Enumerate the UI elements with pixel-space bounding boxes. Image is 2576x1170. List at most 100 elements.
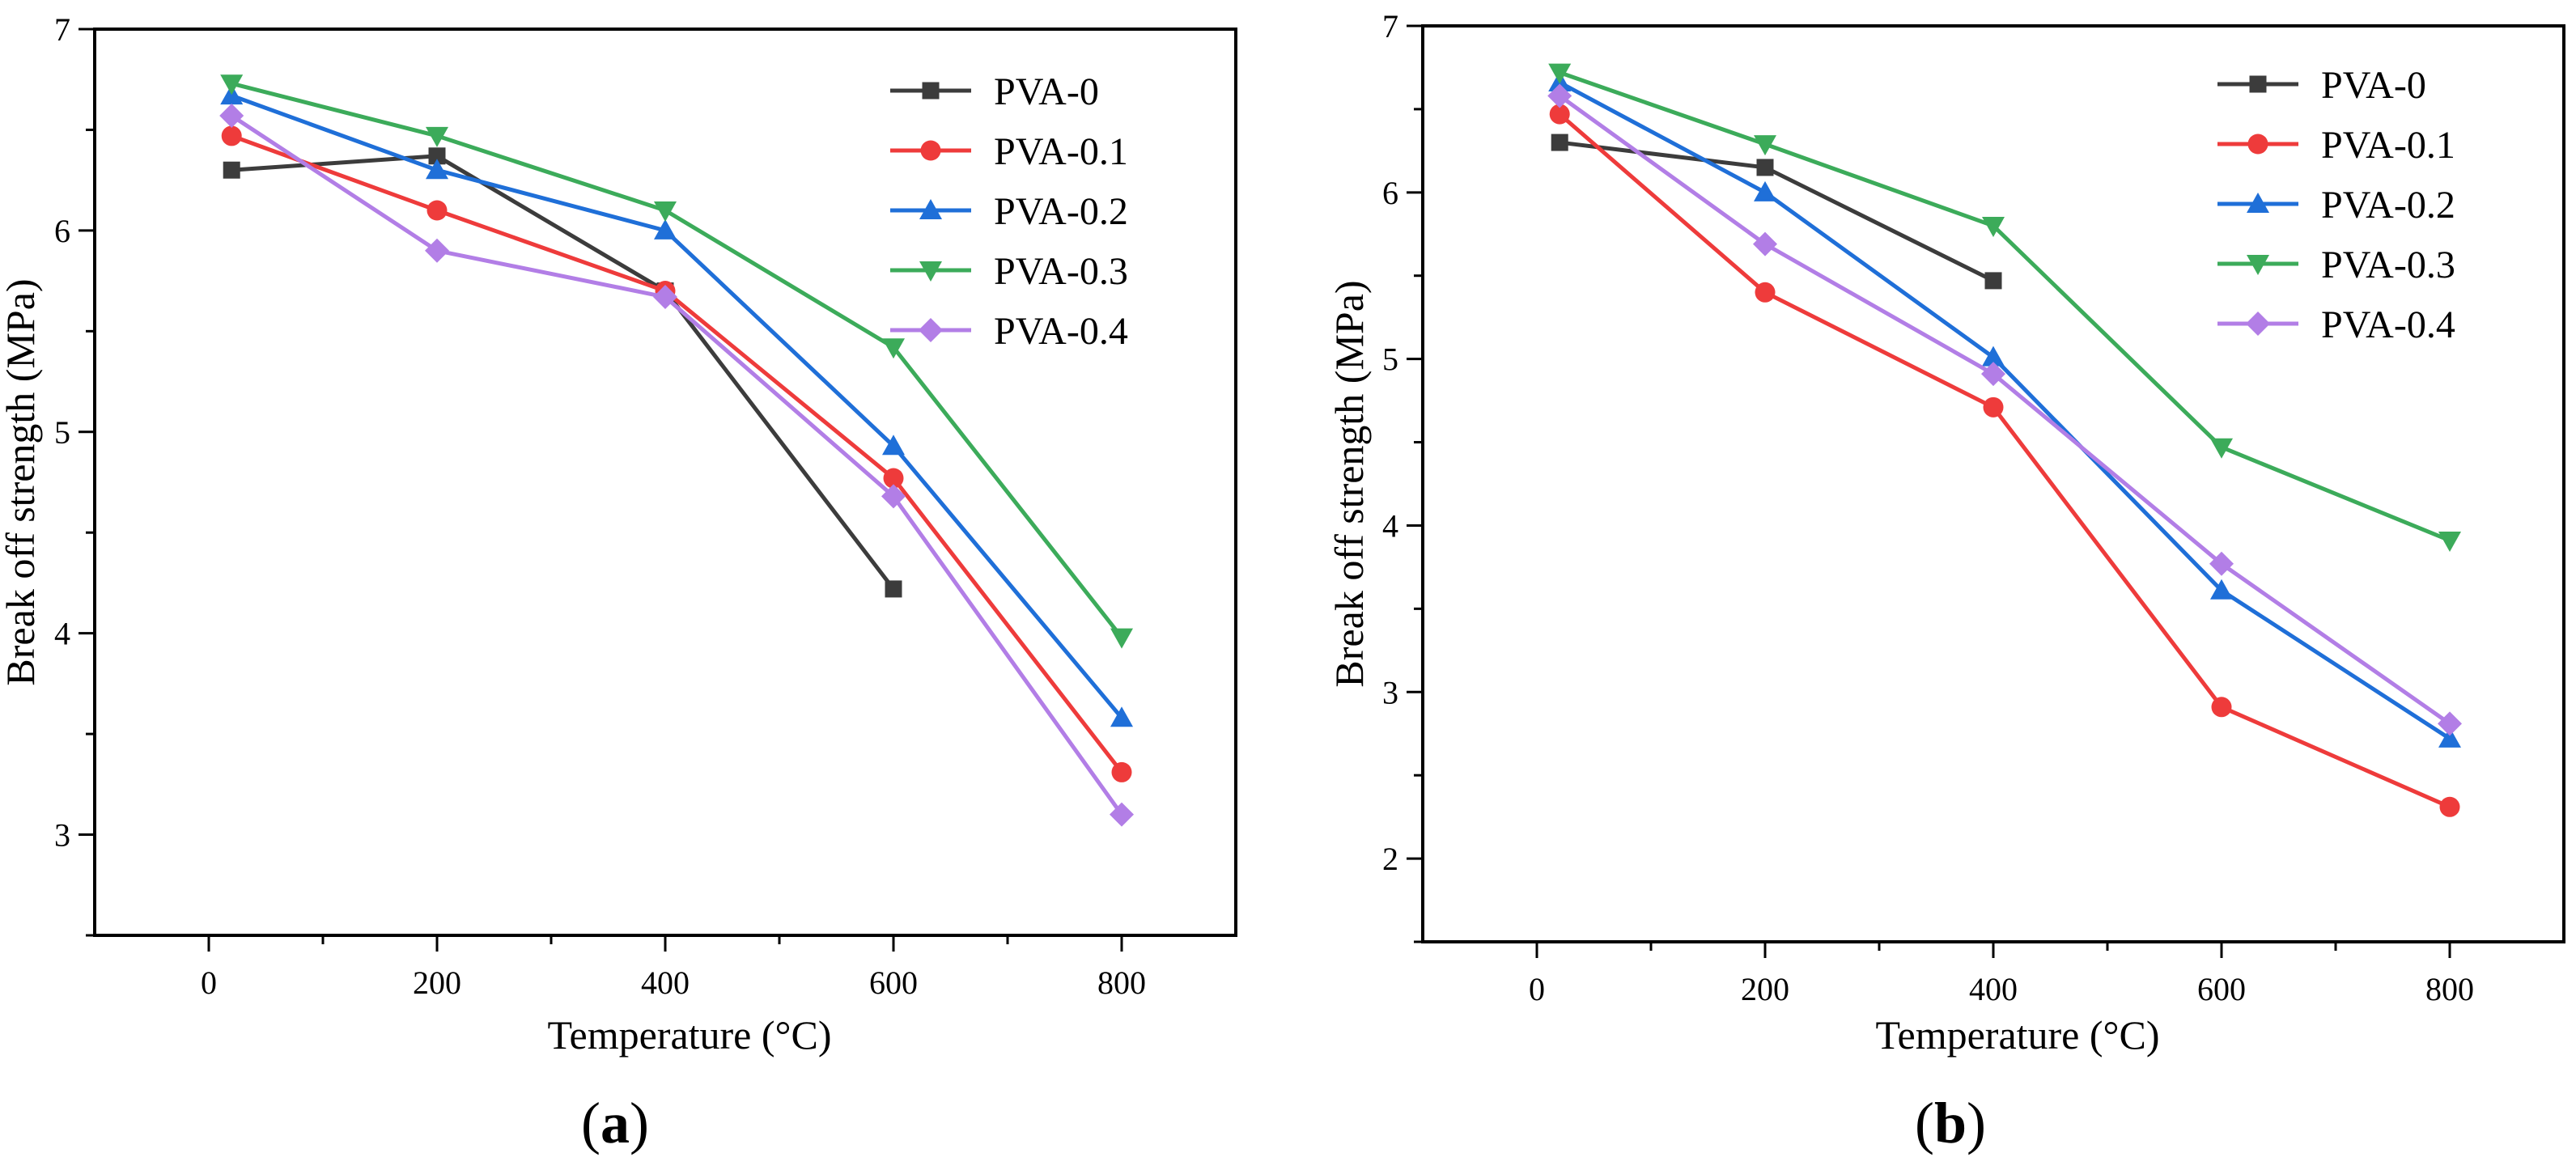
legend-label: PVA-0.4 bbox=[994, 310, 1128, 353]
series-line bbox=[1559, 70, 2451, 543]
data-point bbox=[1753, 231, 1777, 256]
data-point bbox=[2438, 727, 2461, 748]
chart-panel-a: 0 200 400 600 800 3 4 5 6 7 Temperature (°C) Break … bbox=[0, 11, 1237, 1155]
series-line bbox=[231, 154, 895, 591]
data-point bbox=[2211, 697, 2232, 718]
y-tick-label: 6 bbox=[1382, 175, 1398, 211]
series-pva-0 bbox=[1551, 134, 2002, 290]
legend-label: PVA-0.2 bbox=[994, 190, 1128, 233]
series-pva-0-2 bbox=[220, 84, 1133, 727]
data-point bbox=[427, 200, 448, 221]
legend: PVA-0 PVA-0.1 PVA-0.2 PVA-0.3 PVA-0.4 bbox=[2217, 64, 2455, 346]
legend: PVA-0 PVA-0.1 PVA-0.2 PVA-0.3 PVA-0.4 bbox=[890, 70, 1128, 353]
data-point bbox=[1982, 216, 2005, 237]
series-line bbox=[231, 134, 1123, 774]
data-point bbox=[1547, 83, 1572, 108]
x-tick-label: 0 bbox=[1529, 971, 1545, 1007]
legend-marker bbox=[922, 82, 940, 100]
chart-panel-b: 0 200 400 600 800 2 3 4 5 6 7 Temperature (°C) Break… bbox=[1326, 8, 2565, 1155]
x-axis-title: Temperature (°C) bbox=[1875, 1012, 2159, 1058]
legend-label: PVA-0.1 bbox=[2321, 124, 2455, 167]
data-point bbox=[1110, 706, 1133, 727]
panel-label-close: ) bbox=[630, 1091, 649, 1155]
data-point bbox=[882, 338, 905, 359]
data-point bbox=[426, 159, 448, 180]
data-point bbox=[1981, 362, 2005, 387]
panel-label: (a) bbox=[581, 1091, 649, 1155]
data-point bbox=[2439, 796, 2460, 817]
data-point bbox=[1110, 628, 1133, 649]
legend-label: PVA-0.3 bbox=[2321, 244, 2455, 286]
legend-marker bbox=[919, 199, 942, 219]
series-line bbox=[1559, 140, 1995, 283]
y-tick-label: 4 bbox=[54, 616, 70, 652]
panel-label-letter: a bbox=[601, 1091, 630, 1155]
data-point bbox=[654, 201, 677, 222]
panel-label-open: ( bbox=[581, 1091, 601, 1155]
legend-item: PVA-0.3 bbox=[2217, 244, 2455, 286]
legend-marker bbox=[920, 140, 941, 161]
panel-label: (b) bbox=[1915, 1091, 1986, 1155]
data-point bbox=[425, 238, 449, 263]
data-point bbox=[654, 218, 677, 240]
legend-item: PVA-0.2 bbox=[890, 190, 1128, 233]
legend-marker bbox=[2247, 255, 2269, 275]
y-tick-label: 3 bbox=[1382, 674, 1398, 710]
panel-label-open: ( bbox=[1915, 1091, 1934, 1155]
legend-item: PVA-0 bbox=[2217, 64, 2426, 107]
x-tick-label: 200 bbox=[1741, 971, 1789, 1007]
x-tick-label: 400 bbox=[641, 964, 690, 1001]
data-point bbox=[1111, 761, 1132, 782]
data-point bbox=[881, 484, 906, 509]
data-point bbox=[221, 125, 242, 146]
data-point bbox=[653, 285, 677, 310]
legend-label: PVA-0 bbox=[994, 70, 1099, 113]
data-point bbox=[2210, 438, 2233, 459]
series-pva-0-1 bbox=[1549, 104, 2460, 817]
series-line bbox=[1558, 94, 2451, 726]
legend-marker bbox=[2246, 312, 2270, 336]
data-point bbox=[1983, 396, 2004, 418]
data-point bbox=[1549, 104, 1570, 125]
legend-label: PVA-0 bbox=[2321, 64, 2426, 107]
x-axis-title: Temperature (°C) bbox=[547, 1012, 831, 1058]
data-point bbox=[1755, 282, 1776, 303]
y-tick-label: 5 bbox=[1382, 341, 1398, 378]
legend-label: PVA-0.3 bbox=[994, 250, 1128, 293]
series-pva-0-4 bbox=[1547, 83, 2462, 736]
data-point bbox=[1548, 63, 1572, 84]
legend-item: PVA-0.2 bbox=[2217, 184, 2455, 227]
data-point bbox=[1756, 159, 1774, 176]
x-tick-label: 800 bbox=[2425, 971, 2474, 1007]
data-point bbox=[2210, 579, 2233, 600]
legend-item: PVA-0.1 bbox=[890, 130, 1128, 173]
legend-marker bbox=[2249, 75, 2267, 93]
legend-marker bbox=[919, 261, 942, 282]
data-point bbox=[220, 74, 244, 95]
x-tick-label: 800 bbox=[1097, 964, 1146, 1001]
data-point bbox=[2438, 531, 2461, 552]
data-point bbox=[219, 104, 244, 129]
data-point bbox=[1754, 180, 1776, 201]
legend-item: PVA-0 bbox=[890, 70, 1099, 113]
series-pva-0 bbox=[223, 147, 902, 598]
legend-marker bbox=[2247, 193, 2269, 213]
x-tick-label: 400 bbox=[1969, 971, 2018, 1007]
data-point bbox=[2209, 551, 2234, 576]
y-axis-title: Break off strength (MPa) bbox=[0, 278, 43, 685]
series-line bbox=[231, 81, 1123, 639]
legend-item: PVA-0.4 bbox=[2217, 303, 2455, 346]
x-tick-label: 600 bbox=[869, 964, 918, 1001]
series-line bbox=[1558, 112, 2451, 809]
legend-item: PVA-0.1 bbox=[2217, 124, 2455, 167]
data-point bbox=[426, 126, 448, 147]
y-axis-title: Break off strength (MPa) bbox=[1326, 280, 1372, 687]
panel-label-close: ) bbox=[1967, 1091, 1986, 1155]
x-tick-label: 600 bbox=[2197, 971, 2246, 1007]
series-pva-0-3 bbox=[1548, 63, 2461, 552]
series-line bbox=[231, 93, 1123, 719]
data-point bbox=[428, 147, 446, 165]
x-tick-label: 0 bbox=[201, 964, 217, 1001]
y-tick-label: 7 bbox=[1382, 8, 1398, 45]
legend-label: PVA-0.1 bbox=[994, 130, 1128, 173]
